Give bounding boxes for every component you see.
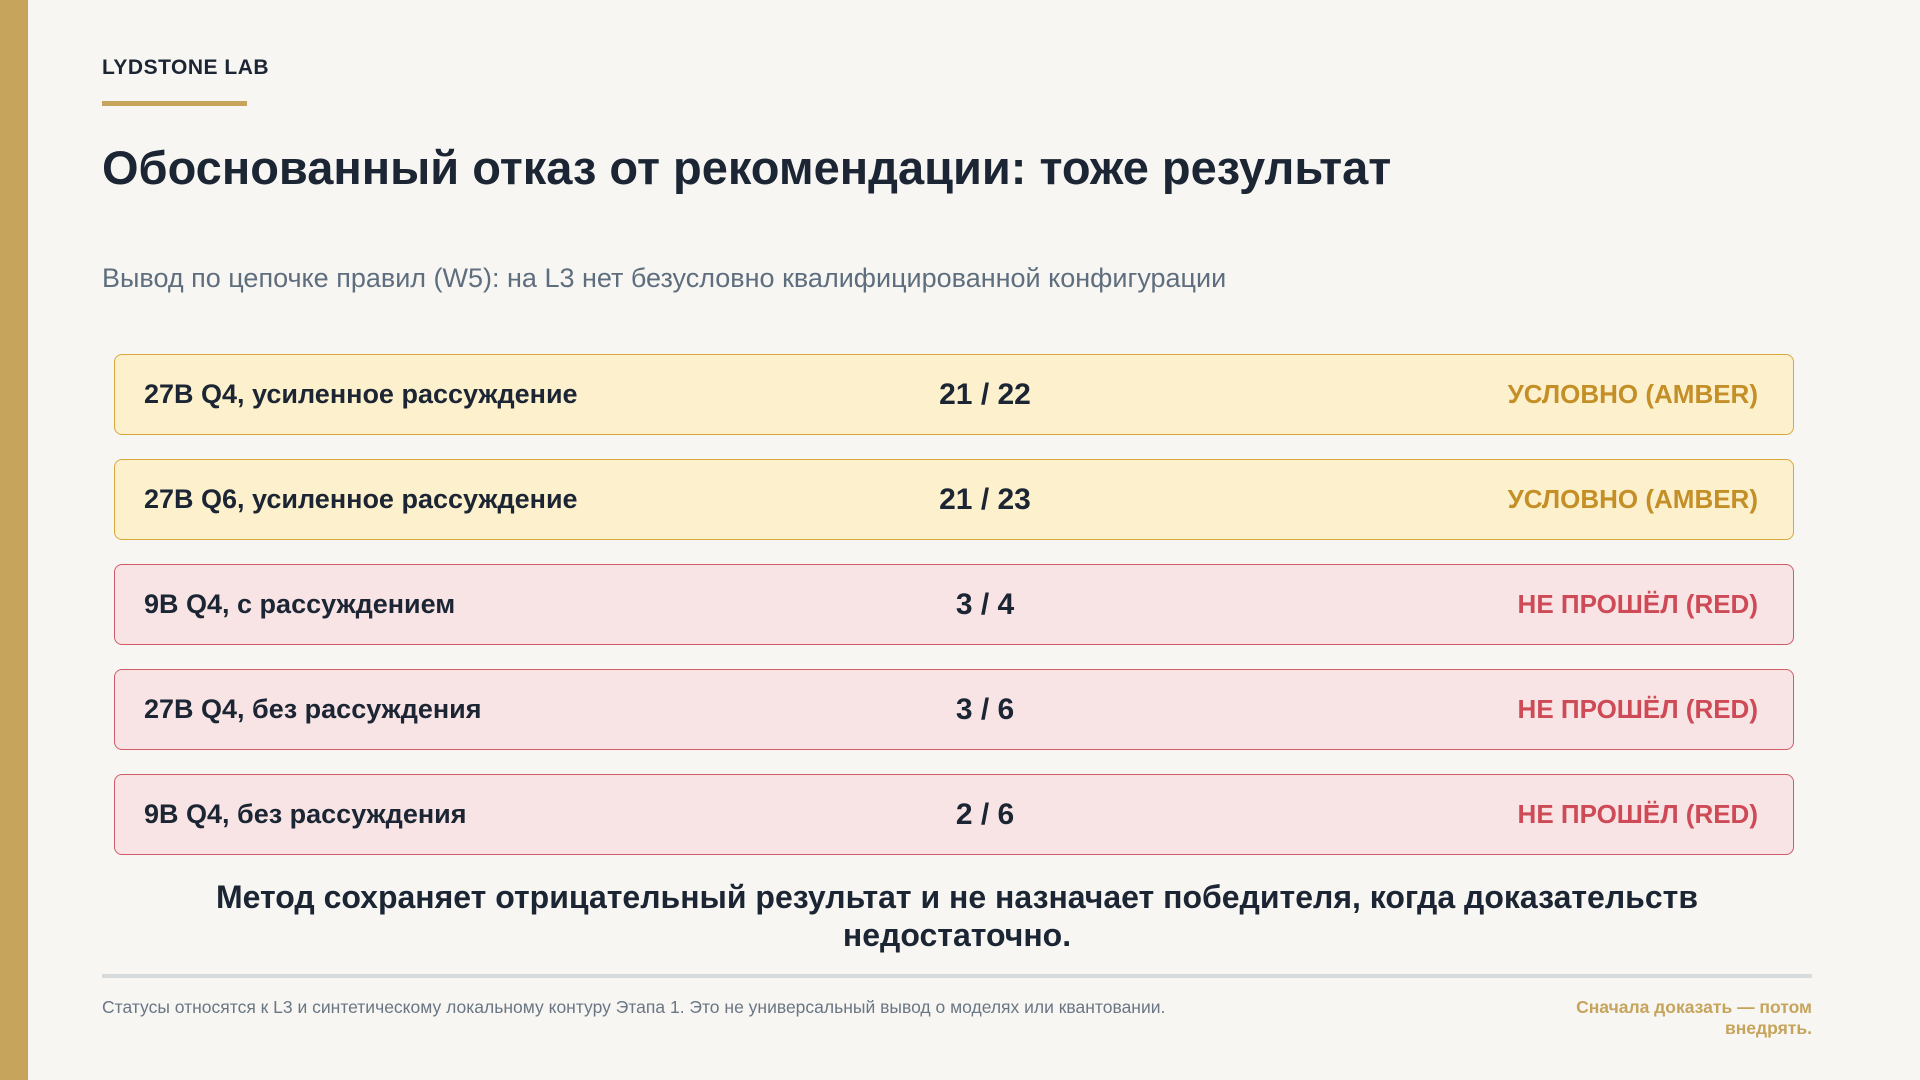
result-row: 9B Q4, с рассуждением 3 / 4 НЕ ПРОШЁЛ (R…: [114, 564, 1794, 645]
slide-title: Обоснованный отказ от рекомендации: тоже…: [102, 141, 1392, 194]
config-label: 27B Q4, усиленное рассуждение: [144, 379, 578, 409]
brand-label: LYDSTONE LAB: [102, 56, 270, 79]
score-value: 21 / 22: [939, 378, 1031, 411]
result-row: 27B Q6, усиленное рассуждение 21 / 23 УС…: [114, 459, 1794, 540]
status-badge: НЕ ПРОШЁЛ (RED): [1517, 799, 1758, 829]
conclusion-text: Метод сохраняет отрицательный результат …: [216, 879, 1698, 953]
tagline-text: Сначала доказать — потом внедрять.: [1576, 997, 1812, 1038]
status-badge: НЕ ПРОШЁЛ (RED): [1517, 589, 1758, 619]
config-label: 9B Q4, с рассуждением: [144, 589, 456, 619]
status-badge: УСЛОВНО (AMBER): [1507, 379, 1758, 409]
accent-side-bar: [0, 0, 28, 1080]
result-row: 9B Q4, без рассуждения 2 / 6 НЕ ПРОШЁЛ (…: [114, 774, 1794, 855]
result-row: 27B Q4, усиленное рассуждение 21 / 22 УС…: [114, 354, 1794, 435]
score-value: 2 / 6: [955, 798, 1015, 831]
footnote-text: Статусы относятся к L3 и синтетическому …: [102, 997, 1166, 1017]
config-label: 9B Q4, без рассуждения: [144, 799, 467, 829]
brand-underline: [102, 101, 247, 106]
status-badge: НЕ ПРОШЁЛ (RED): [1517, 694, 1758, 724]
results-list: 27B Q4, усиленное рассуждение 21 / 22 УС…: [114, 354, 1794, 879]
score-value: 21 / 23: [939, 483, 1031, 516]
score-value: 3 / 4: [955, 588, 1015, 621]
score-value: 3 / 6: [955, 693, 1015, 726]
status-badge: УСЛОВНО (AMBER): [1507, 484, 1758, 514]
result-row: 27B Q4, без рассуждения 3 / 6 НЕ ПРОШЁЛ …: [114, 669, 1794, 750]
config-label: 27B Q4, без рассуждения: [144, 694, 482, 724]
config-label: 27B Q6, усиленное рассуждение: [144, 484, 578, 514]
footer-divider: [102, 974, 1812, 978]
slide-subtitle: Вывод по цепочке правил (W5): на L3 нет …: [102, 263, 1227, 293]
